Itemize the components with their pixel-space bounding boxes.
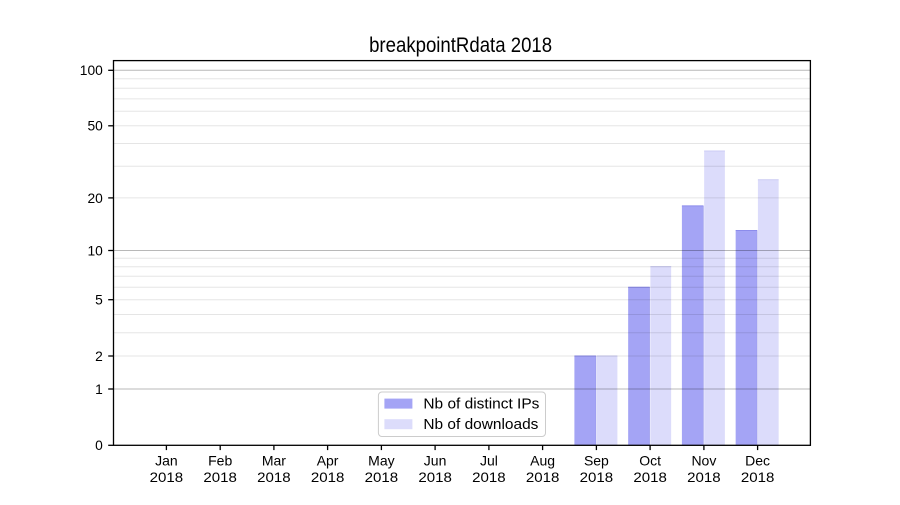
svg-text:2018: 2018 xyxy=(311,469,345,485)
svg-text:Nb of downloads: Nb of downloads xyxy=(423,417,538,433)
svg-text:2018: 2018 xyxy=(633,469,667,485)
svg-text:May: May xyxy=(368,453,394,469)
svg-text:Dec: Dec xyxy=(745,453,770,469)
svg-text:Aug: Aug xyxy=(530,453,555,469)
svg-text:Nov: Nov xyxy=(691,453,716,469)
svg-text:2018: 2018 xyxy=(741,469,775,485)
svg-text:2018: 2018 xyxy=(418,469,452,485)
svg-text:Sep: Sep xyxy=(584,453,609,469)
svg-text:Mar: Mar xyxy=(262,453,286,469)
svg-text:2018: 2018 xyxy=(365,469,399,485)
svg-text:Apr: Apr xyxy=(317,453,339,469)
svg-text:2018: 2018 xyxy=(472,469,506,485)
svg-text:2018: 2018 xyxy=(203,469,237,485)
svg-text:breakpointRdata 2018: breakpointRdata 2018 xyxy=(369,33,552,57)
svg-text:Jul: Jul xyxy=(480,453,498,469)
svg-text:50: 50 xyxy=(87,119,103,134)
svg-text:2018: 2018 xyxy=(580,469,614,485)
svg-text:2018: 2018 xyxy=(257,469,291,485)
svg-text:Feb: Feb xyxy=(208,453,232,469)
svg-text:2018: 2018 xyxy=(150,469,184,485)
svg-text:0: 0 xyxy=(95,438,103,453)
svg-text:2: 2 xyxy=(95,349,103,364)
svg-text:Jun: Jun xyxy=(424,453,447,469)
svg-text:Oct: Oct xyxy=(639,453,661,469)
svg-text:5: 5 xyxy=(95,293,103,308)
svg-text:20: 20 xyxy=(87,191,103,206)
svg-text:10: 10 xyxy=(87,243,103,258)
svg-text:2018: 2018 xyxy=(687,469,721,485)
svg-text:100: 100 xyxy=(80,63,103,78)
svg-text:1: 1 xyxy=(95,382,103,397)
svg-text:Jan: Jan xyxy=(155,453,178,469)
svg-text:2018: 2018 xyxy=(526,469,560,485)
svg-text:Nb of distinct IPs: Nb of distinct IPs xyxy=(423,397,539,413)
